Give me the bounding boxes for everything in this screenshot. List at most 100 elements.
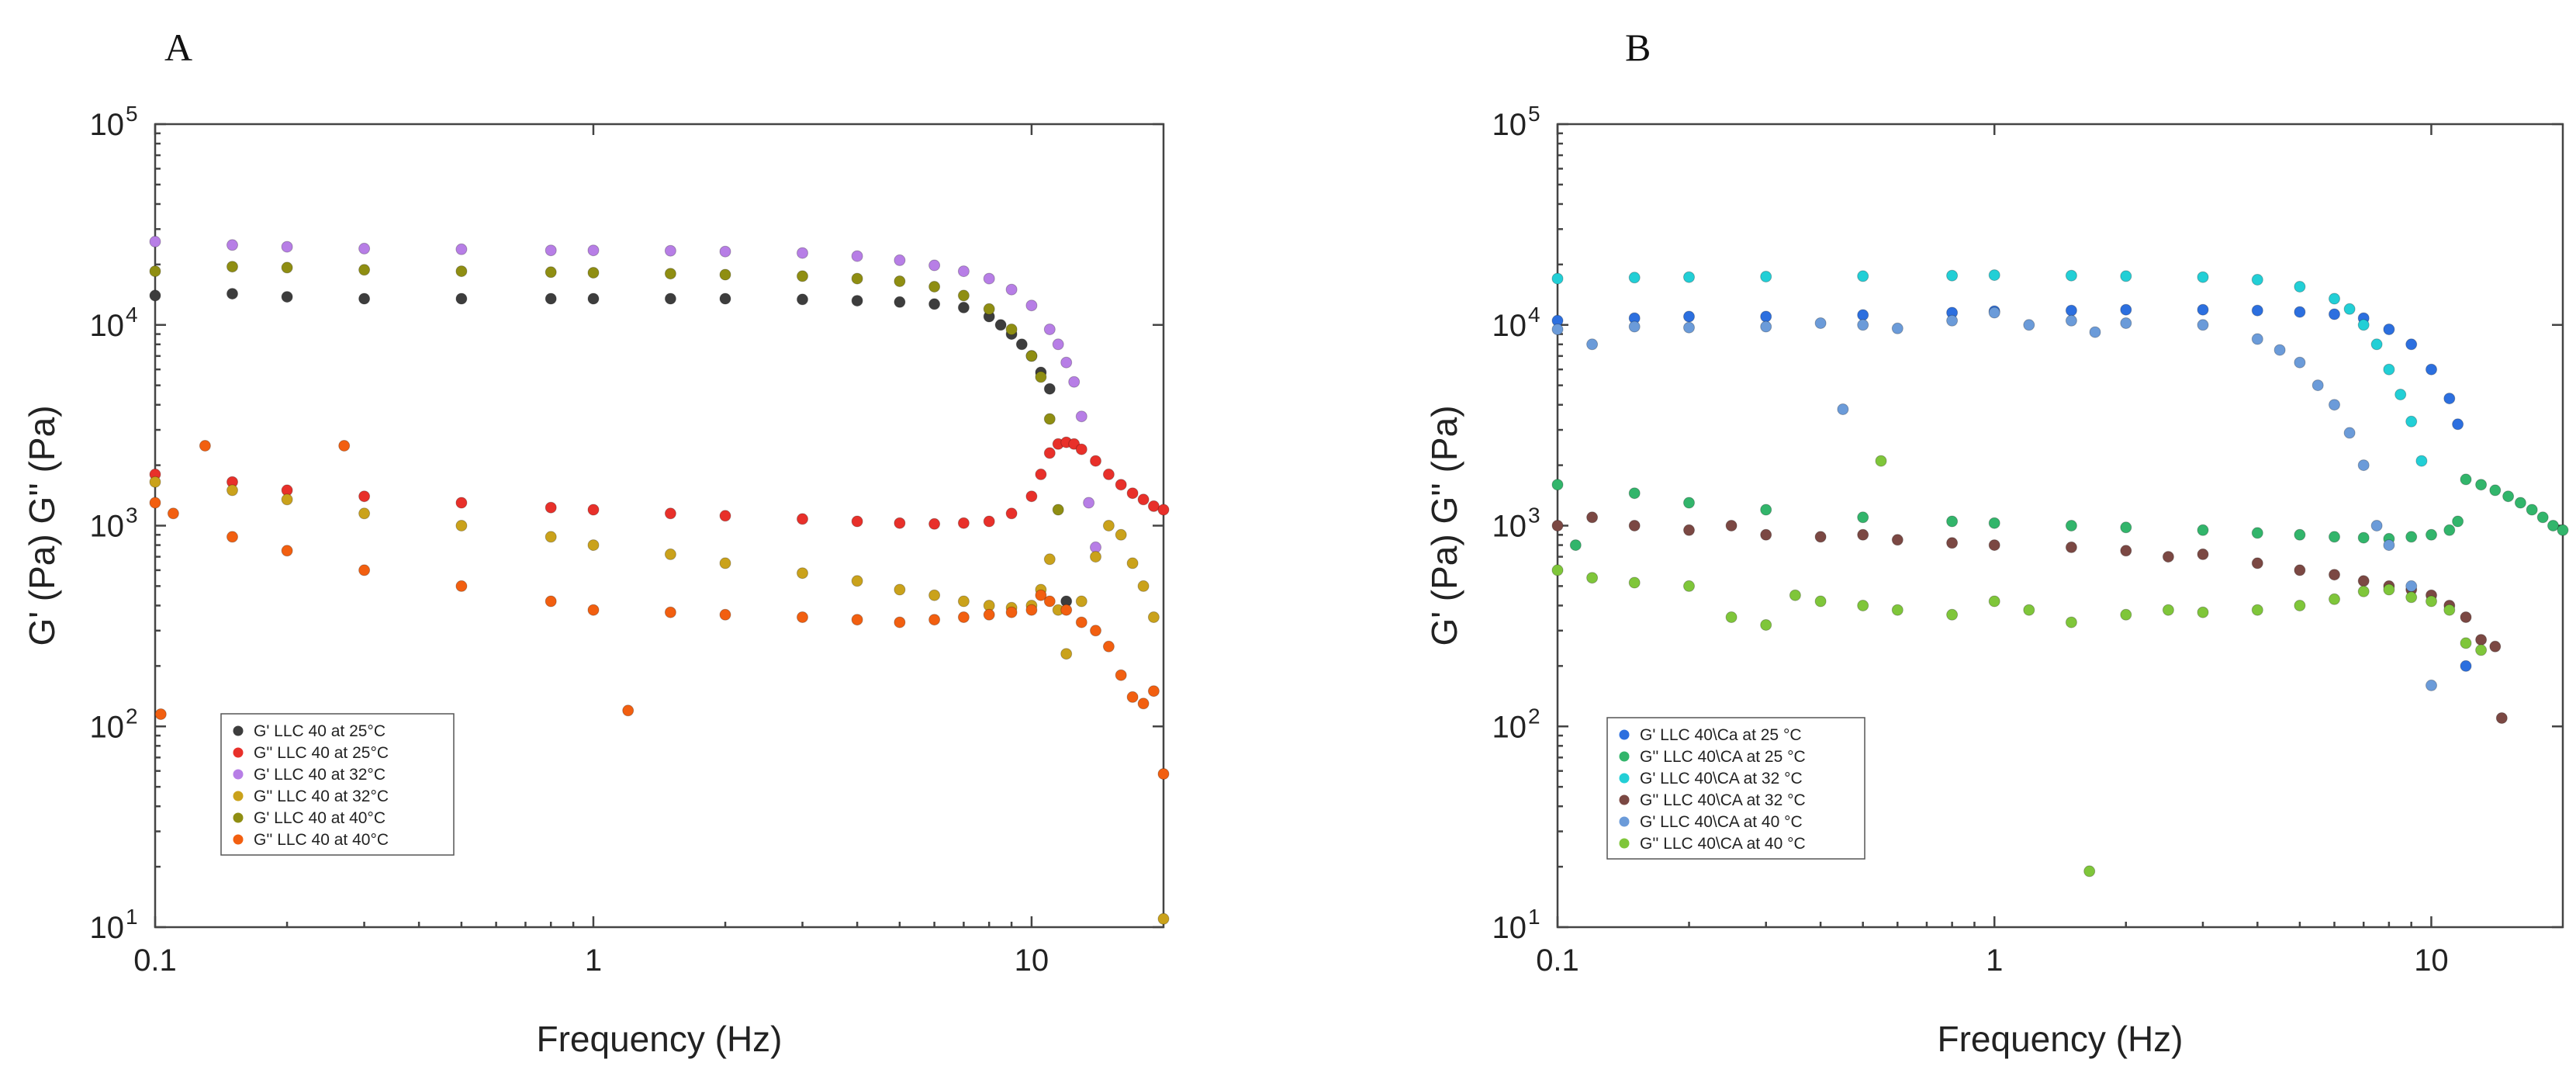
data-point	[1126, 557, 1139, 569]
data-point	[1075, 410, 1087, 423]
data-point	[928, 259, 941, 272]
data-point	[1075, 443, 1087, 455]
data-point	[2251, 333, 2263, 345]
data-point	[1115, 479, 1127, 491]
data-point	[1988, 517, 2000, 529]
legend-box	[1606, 717, 1865, 860]
data-point	[894, 583, 906, 596]
data-point	[2083, 865, 2096, 878]
legend-entry: G' LLC 40\CA at 40 °C	[1640, 813, 1803, 831]
data-point	[622, 704, 634, 717]
data-point	[928, 518, 941, 530]
data-point	[1760, 528, 1772, 541]
data-point	[1946, 608, 1959, 621]
data-point	[1090, 551, 1101, 563]
data-point	[1147, 500, 1160, 512]
data-point	[2460, 473, 2472, 486]
y-tick-exponent: 3	[1528, 504, 1540, 528]
data-point	[1025, 604, 1038, 616]
data-point	[1551, 479, 1564, 491]
data-point	[1126, 691, 1139, 703]
data-point	[1760, 320, 1772, 333]
panel-label-b: B	[1625, 26, 1651, 69]
legend-marker	[233, 747, 244, 758]
data-point	[149, 497, 161, 509]
data-point	[587, 244, 600, 257]
data-point	[664, 548, 676, 560]
data-point	[226, 261, 238, 273]
data-point	[2343, 303, 2356, 315]
x-tick-label: 0.1	[133, 943, 177, 978]
x-tick-label: 10	[1015, 943, 1049, 978]
data-point	[851, 614, 863, 626]
data-point	[1857, 511, 1869, 524]
panel-label-a: A	[164, 26, 192, 69]
data-point	[587, 504, 600, 516]
series-a-1	[149, 288, 1073, 608]
data-point	[1043, 447, 1056, 459]
data-point	[587, 604, 600, 616]
y-tick-exponent: 1	[1528, 905, 1540, 929]
data-point	[338, 440, 351, 452]
data-point	[1628, 520, 1641, 531]
data-point	[281, 241, 293, 253]
data-point	[2383, 324, 2395, 335]
x-axis-title: Frequency (Hz)	[1938, 1019, 2184, 1059]
data-point	[1628, 272, 1641, 284]
data-point	[797, 270, 808, 282]
data-point	[664, 268, 676, 280]
data-point	[2460, 659, 2472, 672]
data-point	[2536, 511, 2549, 524]
data-point	[199, 440, 211, 452]
data-point	[1814, 317, 1827, 329]
legend-entry: G' LLC 40 at 32°C	[254, 766, 386, 784]
data-point	[2329, 531, 2340, 543]
data-point	[1025, 299, 1038, 312]
data-point	[2120, 317, 2132, 329]
data-point	[545, 292, 557, 305]
data-point	[1005, 324, 1018, 335]
data-point	[2357, 459, 2370, 472]
data-point	[1683, 497, 1695, 509]
data-point	[928, 298, 941, 310]
data-point	[2489, 640, 2502, 652]
data-point	[1837, 403, 1849, 415]
data-point	[149, 235, 161, 248]
data-point	[1683, 310, 1695, 323]
legend-marker	[1619, 816, 1630, 827]
y-tick-exponent: 1	[126, 905, 138, 929]
data-point	[2065, 541, 2077, 553]
data-point	[1035, 589, 1047, 601]
data-point	[894, 254, 906, 266]
data-point	[1628, 320, 1641, 333]
data-point	[281, 493, 293, 506]
y-tick-label: 10	[1492, 911, 1527, 945]
y-axis-title: G' (Pa) G'' (Pa)	[22, 405, 62, 646]
series-b-2	[1551, 473, 2569, 552]
data-point	[2294, 528, 2306, 541]
data-point	[2383, 363, 2395, 376]
data-point	[455, 580, 468, 592]
data-point	[1683, 524, 1695, 536]
data-point	[1586, 572, 1599, 584]
data-point	[1683, 580, 1695, 592]
data-point	[1857, 309, 1869, 321]
data-point	[1814, 531, 1827, 543]
data-point	[1115, 669, 1127, 681]
data-point	[2383, 539, 2395, 552]
data-point	[1988, 595, 2000, 608]
data-point	[2065, 616, 2077, 628]
data-point	[455, 265, 468, 278]
data-point	[1760, 619, 1772, 631]
legend-marker	[1619, 794, 1630, 805]
data-point	[1157, 768, 1170, 780]
data-point	[281, 545, 293, 557]
data-point	[1988, 306, 2000, 319]
legend-marker	[1619, 751, 1630, 762]
data-point	[1137, 580, 1150, 592]
data-point	[1025, 490, 1038, 503]
data-point	[1035, 371, 1047, 383]
